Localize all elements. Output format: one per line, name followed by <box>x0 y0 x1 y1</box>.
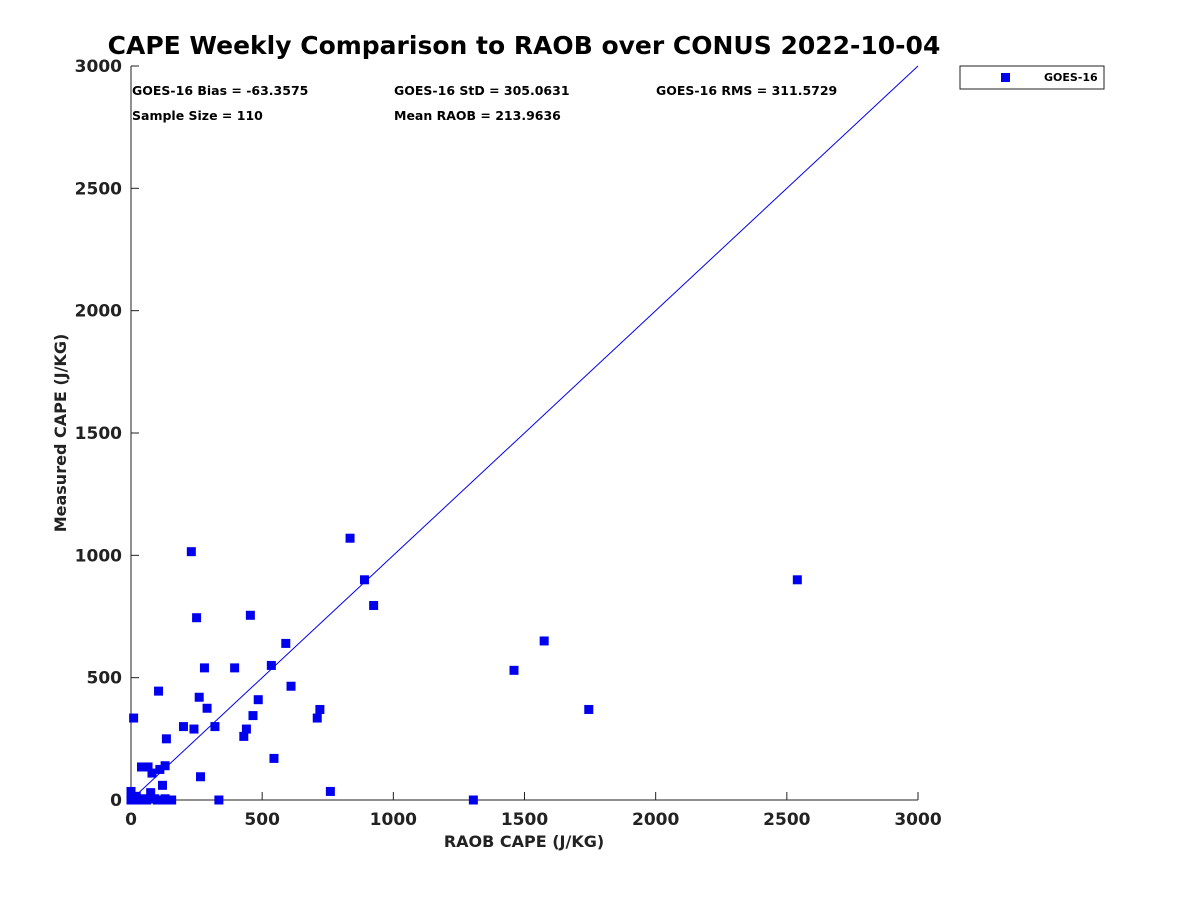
y-tick-label: 2000 <box>75 302 122 322</box>
data-point <box>142 795 152 805</box>
data-point <box>167 795 177 805</box>
data-point <box>269 753 279 763</box>
y-axis-label: Measured CAPE (J/KG) <box>51 334 70 533</box>
data-point <box>468 795 478 805</box>
data-point <box>147 768 157 778</box>
data-point <box>178 722 188 732</box>
x-tick-label: 1000 <box>370 810 417 830</box>
data-point <box>154 686 164 696</box>
data-point <box>214 795 224 805</box>
y-tick-label: 1000 <box>75 546 122 566</box>
data-points <box>126 533 802 805</box>
x-tick-label: 2000 <box>632 810 679 830</box>
data-point <box>160 761 170 771</box>
chart-title: CAPE Weekly Comparison to RAOB over CONU… <box>108 31 941 60</box>
data-point <box>584 704 594 714</box>
data-point <box>126 786 136 796</box>
data-point <box>345 533 355 543</box>
legend-entry-goes-16: GOES-16 <box>1044 71 1098 84</box>
data-point <box>192 613 202 623</box>
one-to-one-line <box>130 65 919 801</box>
data-point <box>186 547 196 557</box>
stat-sample-size: Sample Size = 110 <box>132 108 263 123</box>
data-point <box>266 660 276 670</box>
data-point <box>286 681 296 691</box>
stat-std: GOES-16 StD = 305.0631 <box>394 83 570 98</box>
y-tick-label: 2500 <box>75 179 122 199</box>
y-tick-label: 1500 <box>75 424 122 444</box>
data-point <box>202 703 212 713</box>
data-point <box>210 722 220 732</box>
x-tick-label: 0 <box>125 810 137 830</box>
x-tick-label: 3000 <box>894 810 941 830</box>
legend-box <box>959 65 1105 90</box>
x-tick-label: 1500 <box>501 810 548 830</box>
data-point <box>230 663 240 673</box>
data-point <box>239 731 249 741</box>
data-point <box>245 610 255 620</box>
data-point <box>315 704 325 714</box>
data-point <box>792 575 802 585</box>
data-point <box>143 762 153 772</box>
data-point <box>126 795 136 805</box>
legend-marker-goes-16 <box>1001 73 1010 82</box>
data-point <box>253 695 263 705</box>
data-point <box>312 713 322 723</box>
reference-line-layer <box>130 65 919 801</box>
x-tick-label: 2500 <box>763 810 810 830</box>
data-point <box>509 665 519 675</box>
data-point <box>189 724 199 734</box>
data-point <box>359 575 369 585</box>
data-point <box>161 734 171 744</box>
axes: 0 500 1000 1500 2000 2500 3000 0 500 1000 1500 2000… <box>75 57 942 830</box>
y-tick-label: 3000 <box>75 57 122 77</box>
data-point <box>539 636 549 646</box>
data-point <box>129 713 139 723</box>
data-point <box>248 711 258 721</box>
stat-bias: GOES-16 Bias = -63.3575 <box>132 83 308 98</box>
y-tick-label: 0 <box>110 791 122 811</box>
legend: GOES-16 <box>959 65 1105 90</box>
data-point <box>369 600 379 610</box>
data-point <box>136 762 146 772</box>
data-point <box>194 692 204 702</box>
stat-mean-raob: Mean RAOB = 213.9636 <box>394 108 561 123</box>
data-point <box>157 780 167 790</box>
data-point <box>199 663 209 673</box>
data-point <box>241 724 251 734</box>
data-point <box>325 786 335 796</box>
y-tick-label: 500 <box>87 669 123 689</box>
x-axis-label: RAOB CAPE (J/KG) <box>444 832 604 851</box>
stat-rms: GOES-16 RMS = 311.5729 <box>656 83 837 98</box>
data-point <box>146 788 156 798</box>
data-point <box>155 764 165 774</box>
x-tick-label: 500 <box>244 810 280 830</box>
data-point <box>196 772 206 782</box>
data-point <box>281 638 291 648</box>
